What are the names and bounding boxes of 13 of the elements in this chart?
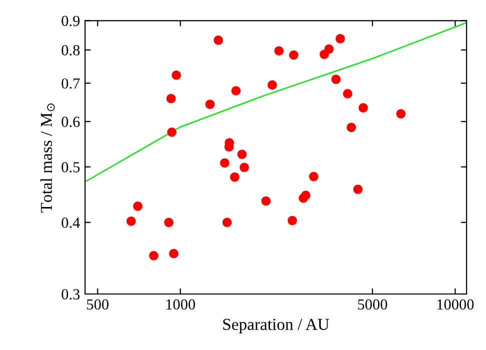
y-tick-label: 0.7	[62, 78, 80, 89]
y-tick-label: 0.3	[62, 289, 80, 300]
x-tick-label: 1000	[166, 299, 196, 310]
y-tick-label: 0.5	[62, 162, 80, 172]
x-tick-label: 5000	[358, 299, 388, 310]
x-tick-label: 500	[87, 299, 108, 310]
y-tick-label: 0.6	[62, 116, 80, 128]
y-tick-label: 0.9	[62, 16, 80, 26]
x-axis-title: Separation / AU	[223, 318, 330, 334]
x-tick-label: 10000	[437, 299, 474, 310]
y-axis-title: Total mass / M$_{⊙}$	[40, 104, 55, 213]
y-tick-label: 0.8	[62, 45, 80, 56]
y-tick-label: 0.4	[62, 218, 80, 228]
